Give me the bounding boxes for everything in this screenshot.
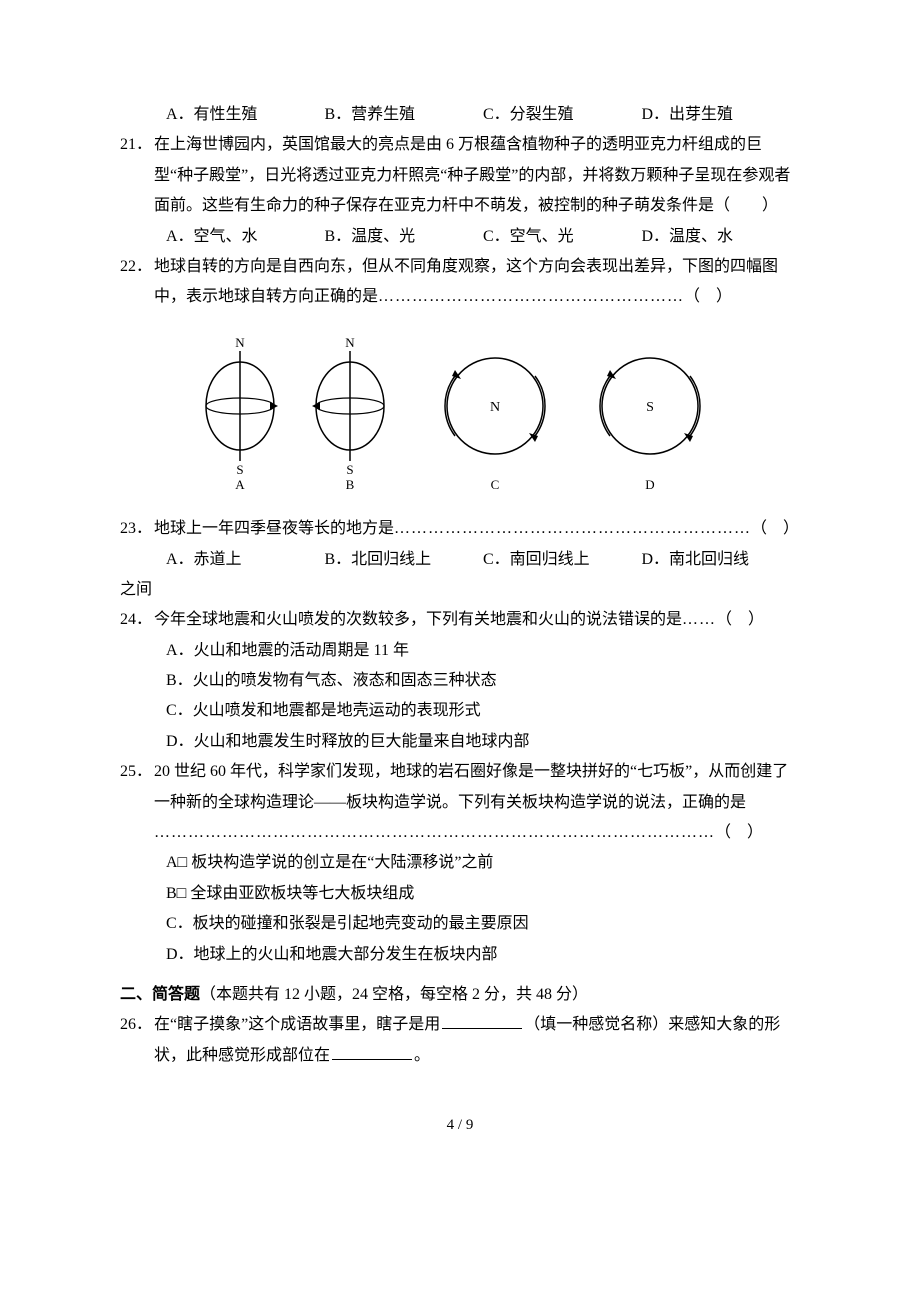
diagram-d: S D — [600, 358, 700, 491]
q26: 26． 在“瞎子摸象”这个成语故事里，瞎子是用（填一种感觉名称）来感知大象的形状… — [120, 1010, 800, 1071]
q23-paren: （ ） — [751, 520, 799, 537]
q26-post: 。 — [414, 1047, 430, 1064]
q24-stem: 今年全球地震和火山喷发的次数较多，下列有关地震和火山的说法错误的是 — [154, 611, 682, 628]
q23: 23． 地球上一年四季昼夜等长的地方是………………………………………………………… — [120, 514, 800, 544]
q24-opt-b: B．火山的喷发物有气态、液态和固态三种状态 — [166, 666, 800, 696]
section-2-bold: 二、简答题 — [120, 986, 200, 1003]
q26-pre: 在“瞎子摸象”这个成语故事里，瞎子是用 — [154, 1016, 440, 1033]
q25-num: 25． — [120, 757, 154, 848]
q22-dots: ……………………………………………… — [378, 288, 684, 305]
q23-body: 地球上一年四季昼夜等长的地方是………………………………………………………（ ） — [154, 514, 800, 544]
q22-body: 地球自转的方向是自西向东，但从不同角度观察，这个方向会表现出差异，下图的四幅图中… — [154, 252, 800, 313]
q25-opt-d: D．地球上的火山和地震大部分发生在板块内部 — [166, 940, 800, 970]
q20-opt-a: A．有性生殖 — [166, 100, 325, 130]
q23-opt-c: C．南回归线上 — [483, 545, 642, 575]
q23-stem: 地球上一年四季昼夜等长的地方是 — [154, 520, 394, 537]
q20-opt-d: D．出芽生殖 — [642, 100, 801, 130]
q26-body: 在“瞎子摸象”这个成语故事里，瞎子是用（填一种感觉名称）来感知大象的形状，此种感… — [154, 1010, 800, 1071]
q21-opt-d: D．温度、水 — [642, 222, 801, 252]
q26-blank-1[interactable] — [442, 1012, 522, 1029]
q23-num: 23． — [120, 514, 154, 544]
q23-tail: 之间 — [120, 575, 800, 605]
q20-opt-c: C．分裂生殖 — [483, 100, 642, 130]
q24-num: 24． — [120, 605, 154, 635]
label-b: B — [346, 477, 355, 491]
q25-dots: ……………………………………………………………………………………… — [154, 824, 715, 841]
exam-page: A．有性生殖 B．营养生殖 C．分裂生殖 D．出芽生殖 21． 在上海世博园内，… — [0, 0, 920, 1180]
q25-body: 20 世纪 60 年代，科学家们发现，地球的岩石圈好像是一整块拼好的“七巧板”，… — [154, 757, 800, 848]
q23-options: A．赤道上 B．北回归线上 C．南回归线上 D．南北回归线 — [120, 545, 800, 575]
q24-body: 今年全球地震和火山喷发的次数较多，下列有关地震和火山的说法错误的是……（ ） — [154, 605, 800, 635]
q25-opt-a: A□ 板块构造学说的创立是在“大陆漂移说”之前 — [166, 848, 800, 878]
rotation-diagrams-svg: N S A N S B N C — [180, 331, 740, 491]
label-n-b: N — [345, 335, 355, 350]
label-s-a: S — [236, 462, 243, 477]
page-footer: 4 / 9 — [120, 1111, 800, 1140]
q24-options: A．火山和地震的活动周期是 11 年 B．火山的喷发物有气态、液态和固态三种状态… — [120, 636, 800, 758]
label-s-d: S — [646, 400, 654, 415]
q25-options: A□ 板块构造学说的创立是在“大陆漂移说”之前 B□ 全球由亚欧板块等七大板块组… — [120, 848, 800, 970]
diagram-b: N S B — [312, 335, 384, 491]
q22-figures: N S A N S B N C — [120, 313, 800, 514]
label-n-c: N — [490, 400, 500, 415]
q24: 24． 今年全球地震和火山喷发的次数较多，下列有关地震和火山的说法错误的是……（… — [120, 605, 800, 635]
q21: 21． 在上海世博园内，英国馆最大的亮点是由 6 万根蕴含植物种子的透明亚克力杆… — [120, 130, 800, 221]
q21-num: 21． — [120, 130, 154, 221]
label-a: A — [235, 477, 245, 491]
q23-dots: ……………………………………………………… — [394, 520, 751, 537]
q24-opt-d: D．火山和地震发生时释放的巨大能量来自地球内部 — [166, 727, 800, 757]
q25-paren: （ ） — [715, 824, 763, 841]
diagram-a: N S A — [206, 335, 278, 491]
q22-num: 22． — [120, 252, 154, 313]
q25-opt-b: B□ 全球由亚欧板块等七大板块组成 — [166, 879, 800, 909]
q24-opt-c: C．火山喷发和地震都是地壳运动的表现形式 — [166, 696, 800, 726]
q23-opt-b: B．北回归线上 — [325, 545, 484, 575]
q23-opt-a: A．赤道上 — [166, 545, 325, 575]
label-c: C — [491, 477, 500, 491]
q24-opt-a: A．火山和地震的活动周期是 11 年 — [166, 636, 800, 666]
q20-options: A．有性生殖 B．营养生殖 C．分裂生殖 D．出芽生殖 — [120, 100, 800, 130]
q22-paren: （ ） — [684, 288, 732, 305]
q21-stem: 在上海世博园内，英国馆最大的亮点是由 6 万根蕴含植物种子的透明亚克力杆组成的巨… — [154, 130, 800, 221]
q25-opt-c: C．板块的碰撞和张裂是引起地壳变动的最主要原因 — [166, 909, 800, 939]
label-d: D — [645, 477, 654, 491]
q22: 22． 地球自转的方向是自西向东，但从不同角度观察，这个方向会表现出差异，下图的… — [120, 252, 800, 313]
q26-blank-2[interactable] — [332, 1043, 412, 1060]
section-2-heading: 二、简答题（本题共有 12 小题，24 空格，每空格 2 分，共 48 分） — [120, 980, 800, 1010]
section-2-rest: （本题共有 12 小题，24 空格，每空格 2 分，共 48 分） — [200, 986, 588, 1003]
q26-num: 26． — [120, 1010, 154, 1071]
q21-opt-a: A．空气、水 — [166, 222, 325, 252]
diagram-c: N C — [445, 358, 545, 491]
q21-opt-b: B．温度、光 — [325, 222, 484, 252]
q21-opt-c: C．空气、光 — [483, 222, 642, 252]
q24-paren: （ ） — [716, 611, 764, 628]
q24-dots: …… — [682, 611, 716, 628]
q20-opt-b: B．营养生殖 — [325, 100, 484, 130]
q21-options: A．空气、水 B．温度、光 C．空气、光 D．温度、水 — [120, 222, 800, 252]
label-n-a: N — [235, 335, 245, 350]
q23-opt-d: D．南北回归线 — [642, 545, 801, 575]
q25: 25． 20 世纪 60 年代，科学家们发现，地球的岩石圈好像是一整块拼好的“七… — [120, 757, 800, 848]
label-s-b: S — [346, 462, 353, 477]
q25-stem: 20 世纪 60 年代，科学家们发现，地球的岩石圈好像是一整块拼好的“七巧板”，… — [154, 763, 788, 810]
